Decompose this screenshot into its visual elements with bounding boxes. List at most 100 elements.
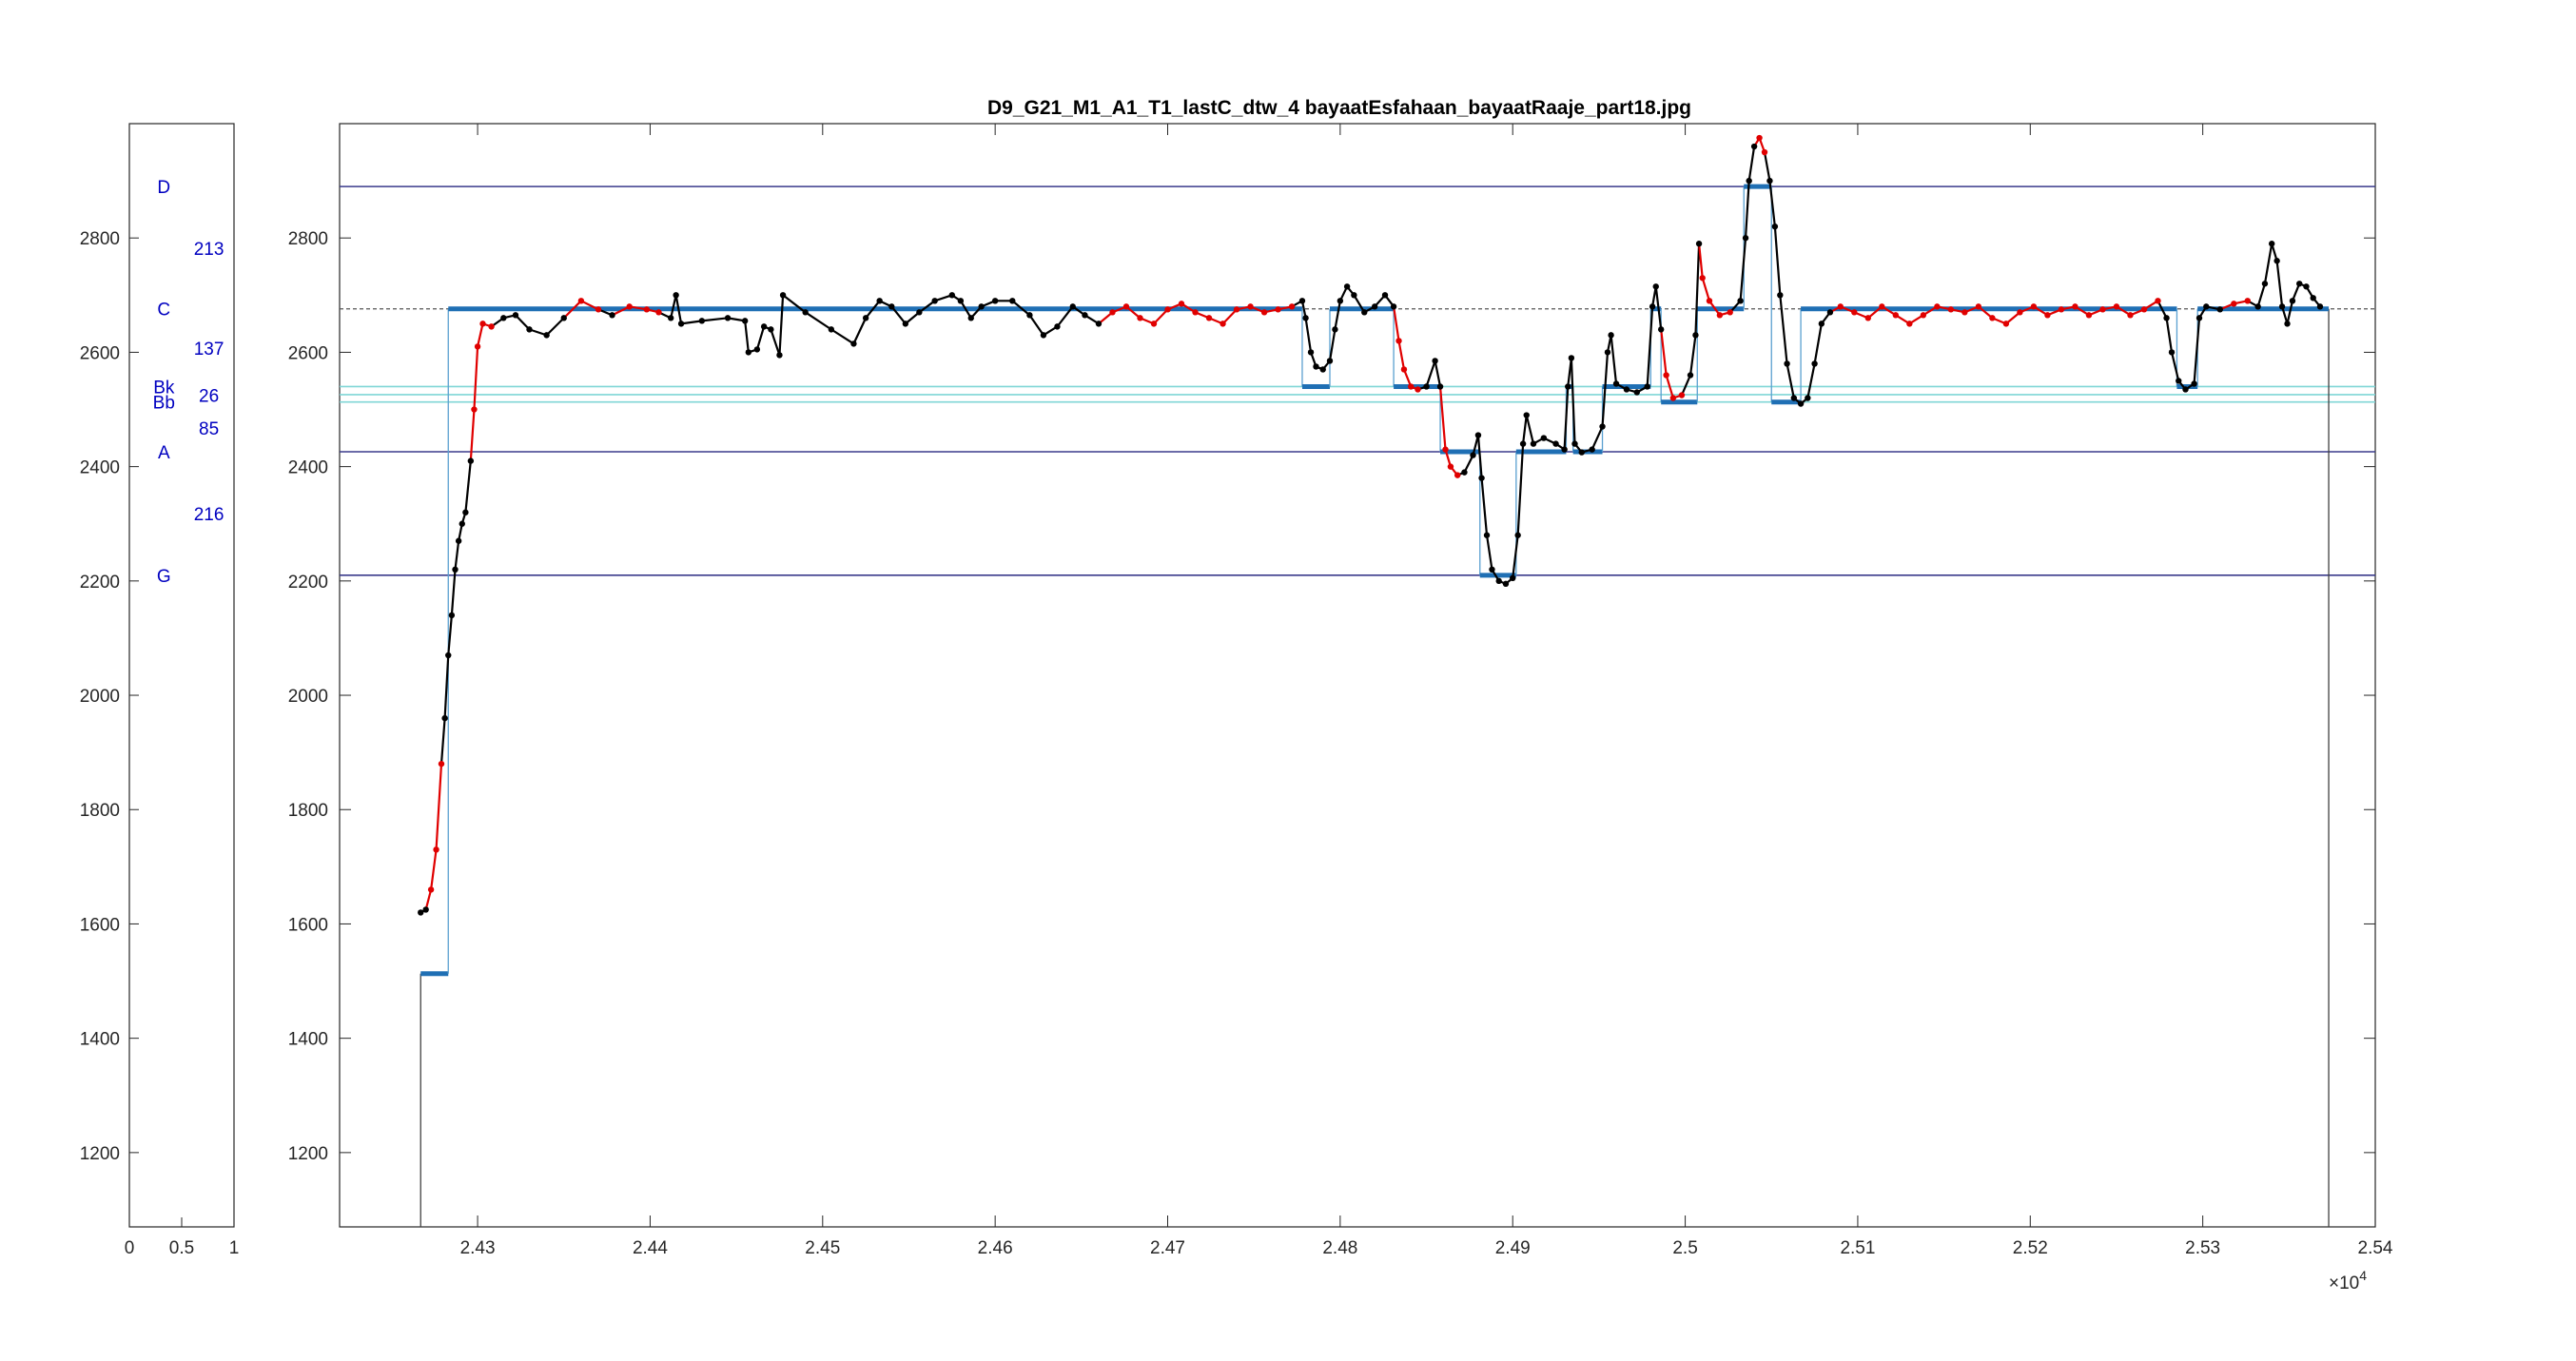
contour-segment <box>778 294 785 357</box>
contour-point <box>2127 312 2134 319</box>
contour-point <box>500 315 507 321</box>
contour-segment <box>1680 374 1692 397</box>
note-label: D <box>157 178 170 198</box>
note-labels: D 213 C 137 Bk 26 Bb 85 A 216 G <box>153 178 224 587</box>
contour-segment <box>430 848 438 891</box>
contour-segment <box>1434 360 1442 388</box>
contour-segment <box>1739 237 1747 302</box>
contour-segment <box>450 568 457 616</box>
contour-point <box>441 714 448 722</box>
contour-point <box>1095 321 1103 327</box>
contour-point <box>1361 309 1368 316</box>
contour-point <box>1608 332 1614 339</box>
contour-point <box>2274 258 2280 264</box>
contour-segment <box>770 328 781 357</box>
contour-segment <box>852 317 868 345</box>
contour-point <box>626 303 633 310</box>
contour-point <box>1784 360 1790 367</box>
contour-point <box>2191 380 2197 387</box>
contour-point <box>1332 326 1338 333</box>
contour-point <box>1571 440 1578 447</box>
contour-point <box>698 318 706 324</box>
pitch-contour-line <box>420 136 2322 914</box>
contour-segment <box>473 345 479 411</box>
contour-point <box>1260 309 1268 316</box>
contour-point <box>1432 358 1438 364</box>
contour-segment <box>1516 442 1525 536</box>
main-x-tick-labels: 2.43 2.44 2.45 2.46 2.47 2.48 2.49 2.5 2.51 2.52 2… <box>460 124 2393 1258</box>
contour-point <box>1523 412 1530 418</box>
main-x-tick-label: 2.54 <box>2358 1238 2393 1258</box>
contour-segment <box>1425 360 1436 388</box>
contour-segment <box>959 300 972 320</box>
contour-segment <box>1304 317 1313 354</box>
main-panel: 1200 1400 1600 1800 2000 2200 2400 2600 2800 2.4… <box>288 123 2393 1293</box>
side-axes-box <box>128 123 235 1228</box>
contour-point <box>1343 283 1351 290</box>
contour-segment <box>1152 308 1169 325</box>
main-y-tick-label: 2000 <box>288 687 328 707</box>
contour-point <box>1483 532 1491 538</box>
note-label: Bb <box>153 394 175 414</box>
contour-point <box>543 332 550 339</box>
contour-point <box>479 321 486 327</box>
contour-point <box>1989 315 1996 321</box>
contour-segment <box>1806 362 1816 399</box>
main-y-tick-label: 1600 <box>288 915 328 935</box>
side-y-tick-label: 2000 <box>80 687 120 707</box>
side-y-tick-label: 2800 <box>80 229 120 249</box>
contour-segment <box>1747 145 1756 183</box>
contour-point <box>1947 306 1955 313</box>
contour-point <box>1578 449 1585 456</box>
contour-point <box>1934 303 1941 310</box>
contour-point <box>1205 315 1213 321</box>
contour-point <box>1797 400 1805 407</box>
main-x-tick-label: 2.46 <box>978 1238 1013 1258</box>
contour-point <box>1761 148 1768 156</box>
contour-point <box>1510 574 1516 582</box>
main-y-tick-label: 2200 <box>288 573 328 593</box>
contour-point <box>2284 321 2291 327</box>
contour-point <box>1514 532 1521 538</box>
contour-segment <box>1525 414 1535 445</box>
contour-point <box>1519 440 1527 447</box>
contour-point <box>2268 241 2275 247</box>
contour-point <box>2017 309 2023 316</box>
side-y-tick-label: 2600 <box>80 343 120 363</box>
contour-segment <box>1476 434 1483 479</box>
contour-point <box>1604 349 1611 356</box>
contour-point <box>677 321 685 327</box>
contour-point <box>2155 298 2161 304</box>
contour-segment <box>1056 305 1074 328</box>
contour-point <box>1423 383 1430 390</box>
contour-point <box>2030 303 2038 310</box>
contour-segment <box>890 305 907 325</box>
contour-point <box>779 292 787 299</box>
contour-point <box>1478 475 1485 481</box>
contour-segment <box>2165 317 2174 354</box>
contour-segment <box>1763 150 1771 183</box>
contour-point <box>776 352 783 359</box>
contour-segment <box>679 320 703 325</box>
contour-point <box>741 318 749 324</box>
contour-segment <box>755 325 766 351</box>
contour-segment <box>1472 434 1480 457</box>
contour-point <box>455 537 462 544</box>
contour-point <box>1623 386 1630 393</box>
contour-point <box>1644 383 1650 390</box>
main-y-tick-label: 1400 <box>288 1030 328 1050</box>
contour-segment <box>1480 476 1489 536</box>
contour-point <box>2303 283 2310 290</box>
boundary-lines <box>420 308 2330 1227</box>
contour-segment <box>1463 454 1474 474</box>
contour-point <box>1082 312 1088 319</box>
contour-point <box>1178 301 1185 307</box>
contour-point <box>1371 303 1378 310</box>
main-x-tick-label: 2.53 <box>2185 1238 2220 1258</box>
main-axes-box <box>339 123 2376 1228</box>
contour-point <box>2044 312 2051 319</box>
contour-point <box>1687 372 1694 379</box>
contour-point <box>668 315 674 321</box>
side-x-tick-label: 0 <box>125 1238 135 1258</box>
